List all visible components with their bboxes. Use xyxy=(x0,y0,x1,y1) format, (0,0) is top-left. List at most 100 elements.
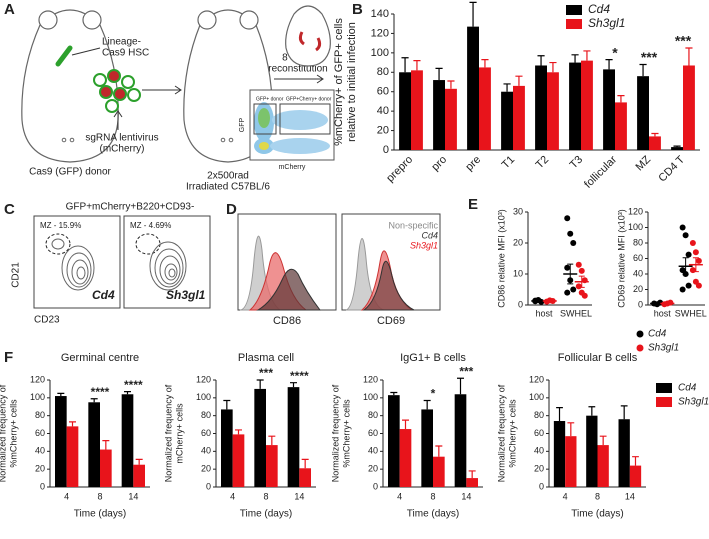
error-bar xyxy=(632,456,639,466)
y-axis-label: mCherry+ cells xyxy=(174,403,184,464)
y-tick-label: 20 xyxy=(534,464,544,474)
legend-swatch xyxy=(566,19,582,29)
label: sgRNA lentivirus xyxy=(85,133,158,144)
dot xyxy=(679,286,686,293)
y-tick-label: 140 xyxy=(371,8,389,20)
gate-label: MZ - 4.69% xyxy=(130,221,171,230)
y-tick-label: 40 xyxy=(368,446,378,456)
y-tick-label: 20 xyxy=(35,464,45,474)
error-bar xyxy=(515,75,523,86)
bar xyxy=(683,65,695,150)
y-axis-label: relative to initial infection xyxy=(346,22,358,142)
histogram-cd4 xyxy=(256,268,322,311)
x-tick-label: host xyxy=(654,308,672,318)
axis-label: CD86 xyxy=(273,315,301,327)
y-tick-label: 120 xyxy=(196,374,211,384)
y-tick-label: 20 xyxy=(377,124,389,136)
bar xyxy=(133,464,145,487)
error-bar xyxy=(583,50,591,61)
y-tick-label: 60 xyxy=(534,428,544,438)
y-tick-label: 80 xyxy=(201,410,211,420)
y-tick-label: 120 xyxy=(371,27,389,39)
x-tick-label: 4 xyxy=(64,491,69,501)
y-axis-label: %mCherry+ cells xyxy=(341,399,351,468)
x-tick-label: SWHEL xyxy=(560,308,592,318)
panel-letter: A xyxy=(4,1,15,18)
error-bar xyxy=(599,435,607,446)
bone xyxy=(315,37,322,52)
sem-bar xyxy=(682,257,689,276)
histogram-cd4 xyxy=(362,260,415,311)
y-tick-label: 100 xyxy=(529,392,544,402)
bar xyxy=(649,136,661,150)
error-bar xyxy=(605,59,613,70)
legend-label: Cd4 xyxy=(421,230,438,240)
y-axis-label: Normalized frequency of xyxy=(0,384,7,482)
error-bar xyxy=(290,382,297,388)
bar xyxy=(629,465,642,487)
y-tick-label: 0 xyxy=(539,481,544,491)
mouse-detail xyxy=(69,137,75,143)
y-axis-label: CD86 relative MFI (x10³) xyxy=(496,209,506,308)
bar xyxy=(232,434,245,487)
error-bar xyxy=(69,421,76,427)
error-bar xyxy=(423,399,431,410)
y-tick-label: 40 xyxy=(201,446,211,456)
y-tick-label: 20 xyxy=(633,284,643,294)
sem-bar xyxy=(535,299,542,303)
legend-label: Non-specific xyxy=(388,220,438,230)
dot xyxy=(689,267,696,274)
label: reconstitution xyxy=(268,64,327,75)
arrow-head xyxy=(316,74,324,84)
axis-label: mCherry xyxy=(279,164,306,171)
y-tick-label: 80 xyxy=(35,410,45,420)
error-bar xyxy=(447,80,455,89)
x-tick-label: 14 xyxy=(461,491,471,501)
sample-label: Cd4 xyxy=(92,288,115,302)
x-axis-label: Time (days) xyxy=(74,509,126,520)
y-tick-label: 80 xyxy=(534,410,544,420)
arrow-head xyxy=(113,110,123,118)
bar xyxy=(565,436,577,487)
significance: *** xyxy=(259,366,273,380)
y-tick-label: 60 xyxy=(368,428,378,438)
gate-label: GFP+Cherry+ donor xyxy=(286,96,332,102)
mouse-ear xyxy=(197,10,217,30)
y-tick-label: 40 xyxy=(35,446,45,456)
y-tick-label: 0 xyxy=(40,481,45,491)
error-bar xyxy=(435,445,443,457)
dot xyxy=(570,286,577,293)
dot xyxy=(689,240,696,246)
x-tick-label: SWHEL xyxy=(675,308,707,318)
bar xyxy=(66,426,79,487)
flow-plot xyxy=(123,215,211,309)
x-tick-label: pro xyxy=(429,154,449,174)
bar xyxy=(299,468,311,487)
y-tick-label: 120 xyxy=(363,374,378,384)
chart-title: IgG1+ B cells xyxy=(400,352,466,364)
bar xyxy=(501,91,513,150)
legend-label: Sh3gl1 xyxy=(588,16,625,30)
error-bar xyxy=(90,398,98,403)
flow-plot xyxy=(33,215,121,309)
flow-events xyxy=(254,102,330,154)
error-bar xyxy=(235,429,242,435)
bar xyxy=(603,69,615,150)
gate-label: MZ - 15.9% xyxy=(40,221,81,230)
label: 2x500rad xyxy=(207,171,249,182)
error-bar xyxy=(468,470,476,479)
sem-bar xyxy=(546,300,553,302)
dot xyxy=(575,261,582,268)
y-tick-label: 100 xyxy=(628,222,643,232)
bar xyxy=(399,72,411,150)
mouse-detail xyxy=(61,137,67,143)
y-tick-label: 20 xyxy=(513,237,523,247)
y-tick-label: 60 xyxy=(201,428,211,438)
y-tick-label: 60 xyxy=(377,86,389,98)
bar xyxy=(467,26,479,150)
panel-letter: E xyxy=(468,196,478,213)
dot xyxy=(578,267,585,274)
error-bar xyxy=(469,1,477,27)
legend-marker xyxy=(636,330,644,338)
cell-cluster xyxy=(93,69,141,113)
